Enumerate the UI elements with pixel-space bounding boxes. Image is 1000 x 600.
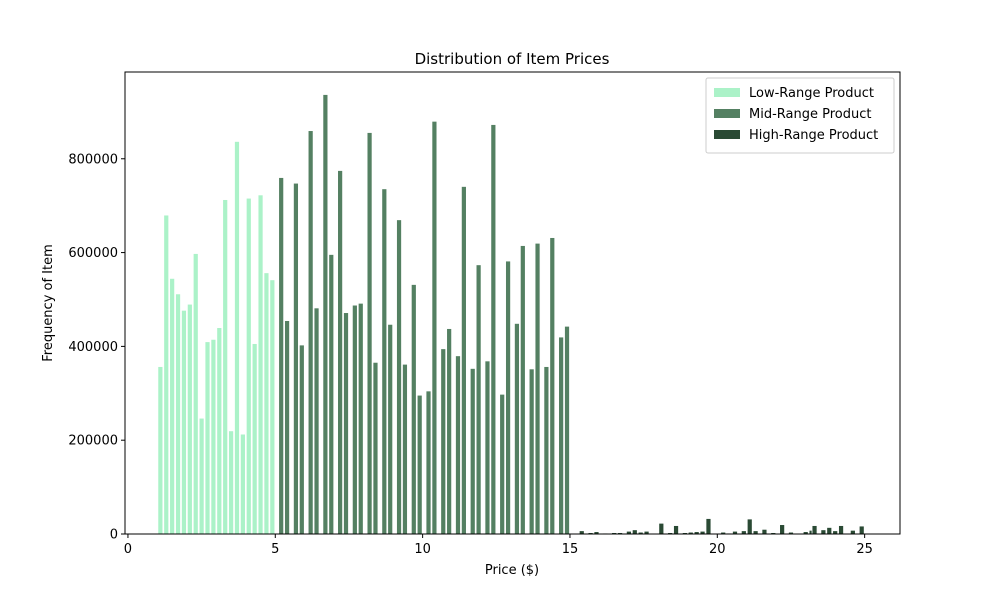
bar-series-2-23 (440, 348, 447, 535)
y-tick-label-3: 400000 (68, 340, 118, 355)
bar-series-1-7 (192, 253, 199, 535)
legend-swatch-2 (714, 109, 740, 118)
legend-label-1: Low-Range Product (749, 86, 874, 101)
bar-series-2-6 (313, 307, 320, 535)
bar-series-1-16 (245, 197, 252, 535)
bar-series-1-8 (198, 417, 205, 535)
bar-series-1-19 (263, 272, 270, 535)
bar-series-3-32 (820, 529, 827, 535)
bar-series-2-19 (410, 284, 417, 535)
bar-series-1-18 (257, 194, 264, 535)
bar-series-2-12 (357, 302, 364, 535)
x-tick-label-5: 20 (709, 542, 726, 557)
bar-series-1-9 (204, 341, 211, 535)
bar-series-2-32 (505, 260, 511, 535)
bar-series-3-11 (658, 522, 665, 535)
bar-series-2-31 (499, 393, 506, 535)
bar-series-2-40 (564, 325, 570, 535)
bar-series-2-36 (534, 242, 541, 535)
axes-layer: 0 5 10 15 20 25 0 200000 400000 600000 800000 (68, 71, 901, 557)
x-axis-label: Price ($) (485, 563, 539, 578)
y-tick-label-5: 800000 (68, 152, 118, 167)
bar-series-2-18 (402, 363, 408, 535)
bar-series-1-11 (216, 327, 223, 535)
bar-series-2-2 (284, 320, 290, 535)
x-tick-label-2: 5 (271, 542, 279, 557)
x-tick-label-4: 15 (562, 542, 579, 557)
bar-series-2-7 (322, 94, 329, 535)
bar-series-2-5 (307, 130, 314, 535)
bar-series-2-3 (293, 182, 299, 535)
y-tick-label-4: 600000 (68, 246, 118, 261)
bar-series-1-3 (169, 277, 176, 535)
bar-series-2-29 (484, 360, 491, 535)
y-axis-label: Frequency of Item (41, 244, 56, 362)
bar-series-2-1 (278, 177, 285, 535)
bar-series-1-1 (157, 366, 164, 535)
legend-box (705, 77, 895, 154)
bar-series-2-25 (455, 355, 461, 535)
bar-series-1-17 (251, 343, 258, 535)
bar-series-2-21 (425, 390, 432, 535)
bar-series-2-26 (460, 186, 467, 535)
bar-series-2-35 (528, 368, 535, 535)
bar-series-3-35 (838, 525, 844, 535)
bar-series-2-30 (490, 124, 497, 535)
plot-frame (124, 71, 901, 535)
bar-series-2-10 (343, 312, 349, 535)
x-tick-label-3: 10 (414, 542, 431, 557)
bar-series-3-33 (826, 527, 833, 535)
bar-series-2-4 (298, 344, 305, 535)
bar-series-1-12 (222, 199, 229, 535)
bar-series-2-20 (416, 394, 423, 535)
bar-series-2-11 (351, 304, 358, 535)
bar-series-3-27 (779, 524, 786, 535)
bar-series-2-24 (446, 328, 453, 535)
bar-series-1-2 (163, 214, 170, 535)
bar-series-2-13 (366, 132, 373, 535)
bar-series-2-8 (328, 254, 335, 535)
bar-series-3-31 (811, 525, 818, 535)
bar-series-1-4 (175, 293, 181, 535)
bar-series-1-14 (234, 141, 240, 535)
legend: Low-Range Product Mid-Range Product High-R… (705, 77, 895, 154)
bar-series-1-15 (239, 433, 246, 535)
chart-title: Distribution of Item Prices (415, 50, 610, 68)
bar-series-2-34 (519, 245, 526, 535)
bar-series-1-10 (210, 338, 217, 535)
bar-series-1-6 (186, 303, 193, 535)
bar-series-2-39 (558, 336, 565, 535)
legend-swatch-3 (714, 130, 740, 139)
bar-series-2-15 (381, 188, 388, 535)
bar-series-3-25 (761, 528, 768, 535)
bar-series-3-23 (746, 518, 753, 535)
bar-series-2-16 (387, 323, 394, 535)
bar-series-2-14 (372, 361, 379, 535)
bar-series-2-37 (543, 366, 550, 535)
bar-series-3-37 (858, 525, 865, 535)
x-tick-label-6: 25 (856, 542, 873, 557)
y-tick-label-2: 200000 (68, 434, 118, 449)
y-tick-label-1: 0 (110, 528, 118, 543)
bar-series-1-5 (181, 309, 187, 535)
bar-series-2-28 (475, 264, 482, 535)
bar-series-3-36 (849, 529, 856, 535)
legend-swatch-1 (714, 88, 740, 97)
bar-series-3-8 (631, 529, 638, 535)
bar-series-3-13 (673, 525, 679, 535)
bar-series-2-17 (396, 219, 402, 535)
bar-series-2-33 (514, 322, 520, 535)
bar-series-1-13 (228, 430, 234, 535)
bar-series-1-20 (269, 279, 276, 535)
x-tick-label-1: 0 (124, 542, 132, 557)
bar-series-2-22 (431, 120, 438, 535)
bar-series-2-9 (337, 170, 344, 535)
legend-label-2: Mid-Range Product (749, 107, 871, 122)
bar-series-3-18 (705, 518, 712, 535)
legend-label-3: High-Range Product (749, 128, 878, 143)
bar-series-2-27 (469, 368, 476, 535)
bar-series-2-38 (549, 237, 556, 535)
